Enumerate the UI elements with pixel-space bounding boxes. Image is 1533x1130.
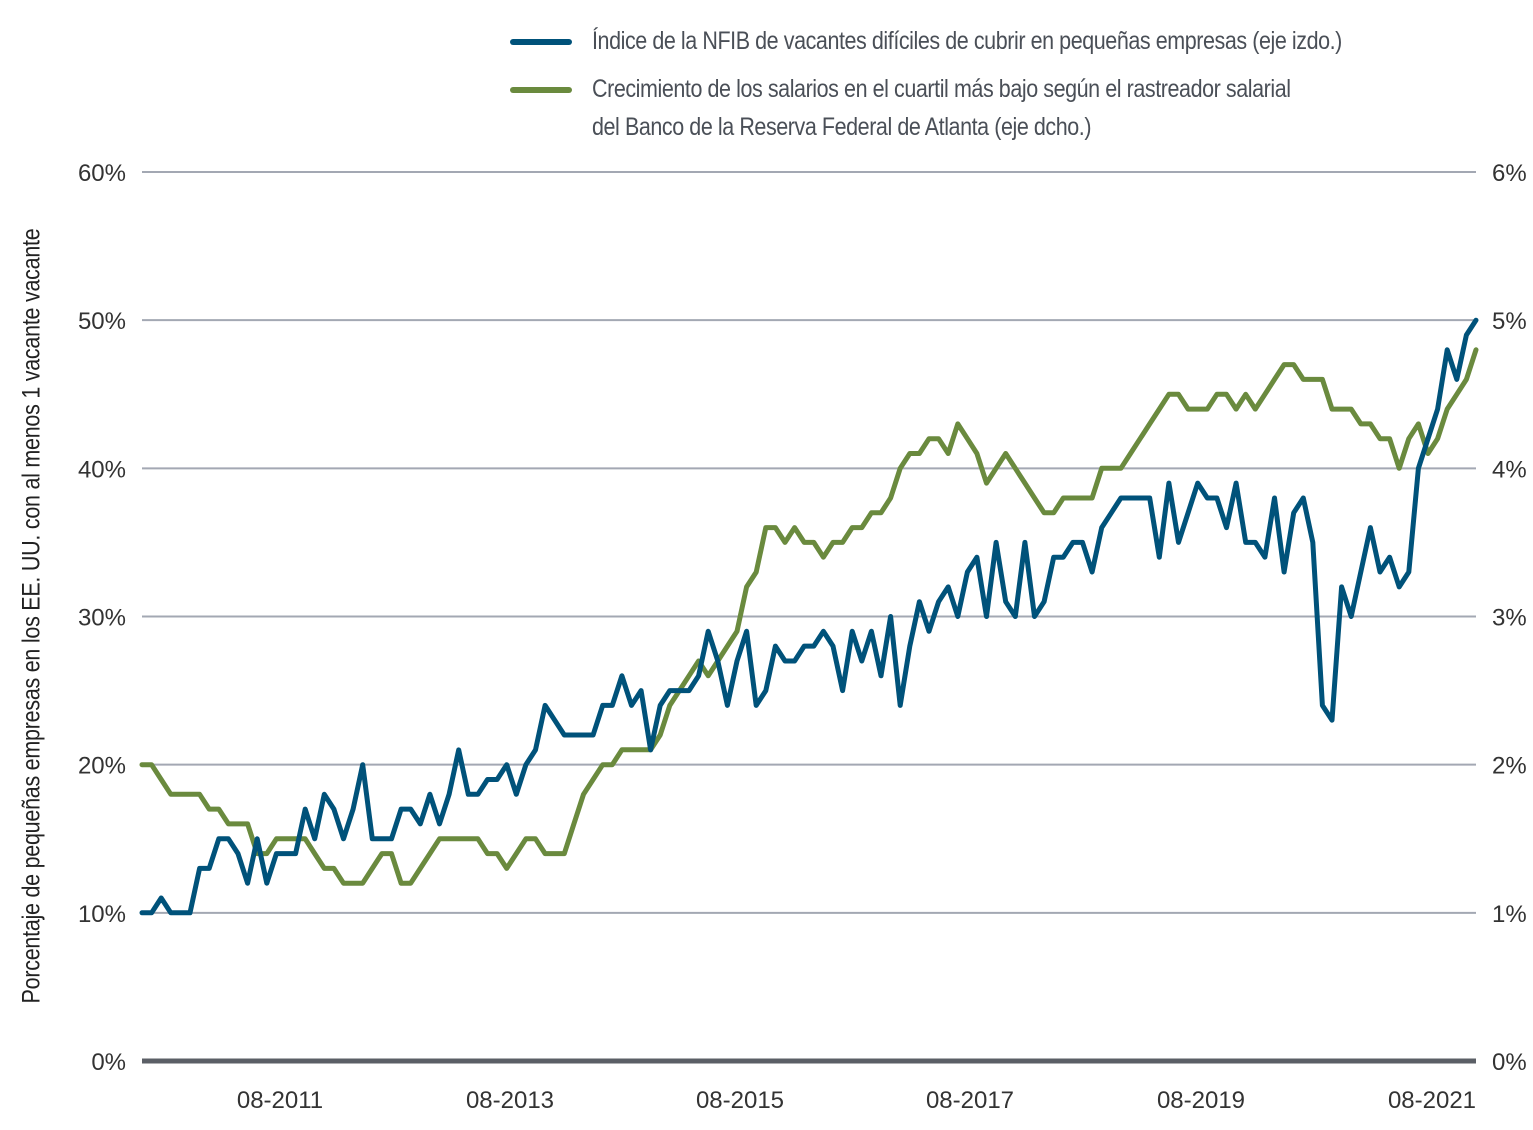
y-left-tick-label: 30% bbox=[78, 605, 126, 632]
y-left-tick-label: 10% bbox=[78, 901, 126, 928]
y-right-tick-label: 3% bbox=[1492, 605, 1527, 632]
legend-label-wage-line2: del Banco de la Reserva Federal de Atlan… bbox=[592, 113, 1092, 141]
y-left-tick-label: 50% bbox=[78, 308, 126, 335]
legend-item-nfib: Índice de la NFIB de vacantes difíciles … bbox=[510, 22, 1464, 60]
x-tick-label: 08-2019 bbox=[1157, 1087, 1245, 1114]
legend-swatch-nfib bbox=[510, 39, 572, 45]
y-right-tick-label: 2% bbox=[1492, 753, 1527, 780]
x-tick-label: 08-2011 bbox=[237, 1087, 323, 1114]
x-tick-label: 08-2015 bbox=[696, 1087, 784, 1114]
y-right-tick-label: 4% bbox=[1492, 456, 1527, 483]
y-left-tick-label: 60% bbox=[78, 160, 126, 187]
legend-label-nfib: Índice de la NFIB de vacantes difíciles … bbox=[592, 27, 1342, 55]
y-left-tick-label: 40% bbox=[78, 456, 126, 483]
x-tick-label: 08-2021 bbox=[1388, 1087, 1476, 1114]
y-axis-right-ticks: 0% 1% 2% 3% 4% 5% 6% bbox=[1492, 160, 1527, 1076]
x-tick-label: 08-2013 bbox=[466, 1087, 554, 1114]
x-tick-label: 08-2017 bbox=[926, 1087, 1014, 1114]
legend-label-wage-line1: Crecimiento de los salarios en el cuarti… bbox=[592, 75, 1291, 103]
y-left-tick-label: 20% bbox=[78, 753, 126, 780]
chart-legend: Índice de la NFIB de vacantes difíciles … bbox=[510, 22, 1464, 156]
gridlines bbox=[142, 171, 1476, 1064]
y-right-tick-label: 5% bbox=[1492, 308, 1527, 335]
x-axis-ticks: 08-2011 08-2013 08-2015 08-2017 08-2019 08-20… bbox=[237, 1087, 1476, 1114]
y-right-tick-label: 6% bbox=[1492, 160, 1527, 187]
y-left-tick-label: 0% bbox=[91, 1049, 126, 1076]
y-axis-left-ticks: 0% 10% 20% 30% 40% 50% 60% bbox=[78, 160, 126, 1076]
legend-swatch-wage bbox=[510, 87, 572, 93]
y-right-tick-label: 1% bbox=[1492, 901, 1527, 928]
wage-growth-line bbox=[139, 347, 1479, 886]
legend-item-wage: Crecimiento de los salarios en el cuarti… bbox=[510, 70, 1464, 146]
nfib-index-line bbox=[139, 317, 1479, 916]
y-right-tick-label: 0% bbox=[1492, 1049, 1527, 1076]
